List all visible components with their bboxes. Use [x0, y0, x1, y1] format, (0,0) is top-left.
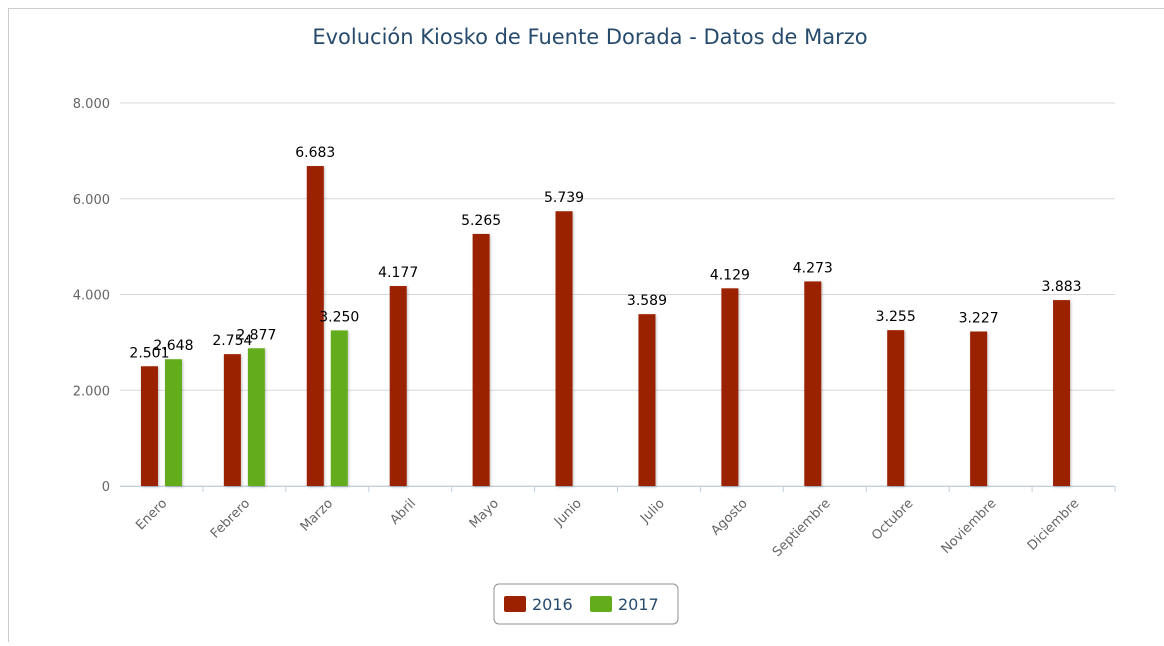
- value-label: 3.250: [319, 309, 359, 325]
- bar: [804, 281, 821, 486]
- value-label: 4.129: [710, 267, 750, 283]
- legend: 2016 2017: [494, 584, 678, 624]
- y-tick-label: 4.000: [73, 289, 110, 304]
- bar: [556, 211, 573, 486]
- y-tick-label: 2.000: [73, 384, 110, 399]
- value-label: 5.739: [544, 190, 584, 206]
- value-label: 3.589: [627, 293, 667, 309]
- y-tick-label: 0: [102, 480, 110, 495]
- legend-swatch: [590, 596, 612, 612]
- y-tick-label: 6.000: [73, 193, 110, 208]
- legend-swatch: [504, 596, 526, 612]
- value-label: 6.683: [295, 145, 335, 161]
- bar: [165, 359, 182, 486]
- value-label: 2.877: [236, 327, 276, 343]
- bar: [1053, 300, 1070, 486]
- bar: [141, 366, 158, 486]
- value-label: 2.648: [153, 338, 193, 354]
- value-label: 5.265: [461, 213, 501, 229]
- value-label: 3.227: [959, 311, 999, 327]
- value-label: 3.255: [876, 309, 916, 325]
- bar: [224, 354, 241, 486]
- bar: [390, 286, 407, 486]
- bar: [473, 234, 490, 486]
- bar: [638, 314, 655, 486]
- bar: [887, 330, 904, 486]
- legend-label: 2017: [618, 595, 659, 614]
- chart-title: Evolución Kiosko de Fuente Dorada - Dato…: [312, 25, 867, 49]
- bar: [307, 166, 324, 486]
- y-tick-label: 8.000: [73, 97, 110, 112]
- value-label: 4.177: [378, 265, 418, 281]
- value-label: 4.273: [793, 260, 833, 276]
- bar: [248, 348, 265, 486]
- bar: [721, 288, 738, 486]
- bar: [970, 332, 987, 486]
- value-label: 3.883: [1041, 279, 1081, 295]
- bar: [331, 330, 348, 486]
- legend-label: 2016: [532, 595, 573, 614]
